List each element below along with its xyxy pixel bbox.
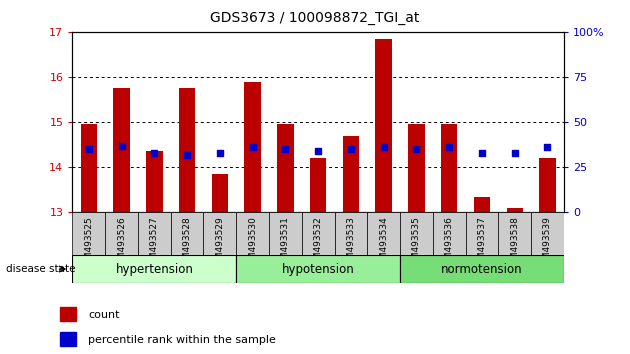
Text: hypotension: hypotension [282, 263, 355, 275]
Bar [179, 88, 195, 212]
Point [84, 147, 94, 152]
Bar [335, 212, 367, 255]
Bar [72, 255, 236, 283]
Bar [236, 212, 269, 255]
Text: GSM493535: GSM493535 [412, 216, 421, 271]
Point [411, 147, 421, 152]
Text: GSM493531: GSM493531 [281, 216, 290, 271]
Bar [498, 212, 531, 255]
Point [280, 147, 290, 152]
Bar [60, 307, 76, 321]
Text: GSM493532: GSM493532 [314, 216, 323, 270]
Text: normotension: normotension [441, 263, 523, 275]
Point [346, 147, 356, 152]
Point [542, 144, 553, 150]
Bar [474, 196, 490, 212]
Bar [277, 124, 294, 212]
Bar [433, 212, 466, 255]
Text: GSM493529: GSM493529 [215, 216, 224, 270]
Bar [244, 81, 261, 212]
Text: count: count [88, 310, 120, 320]
Text: GSM493528: GSM493528 [183, 216, 192, 270]
Point [182, 152, 192, 158]
Bar [367, 212, 400, 255]
Bar [81, 124, 97, 212]
Point [149, 150, 159, 156]
Point [477, 150, 487, 156]
Bar [507, 208, 523, 212]
Point [379, 144, 389, 150]
Bar [375, 39, 392, 212]
Bar [400, 212, 433, 255]
Bar [539, 158, 556, 212]
Text: hypertension: hypertension [115, 263, 193, 275]
Bar [171, 212, 203, 255]
Point [313, 148, 323, 154]
Text: GSM493530: GSM493530 [248, 216, 257, 271]
Bar [531, 212, 564, 255]
Text: GSM493536: GSM493536 [445, 216, 454, 271]
Point [510, 150, 520, 156]
Text: GSM493533: GSM493533 [346, 216, 355, 271]
Bar [343, 136, 359, 212]
Bar [310, 158, 326, 212]
Bar [236, 255, 400, 283]
Text: GSM493534: GSM493534 [379, 216, 388, 270]
Text: GSM493538: GSM493538 [510, 216, 519, 271]
Bar [138, 212, 171, 255]
Text: disease state: disease state [6, 264, 76, 274]
Bar [441, 124, 457, 212]
Bar [72, 212, 105, 255]
Bar [146, 152, 163, 212]
Text: GSM493539: GSM493539 [543, 216, 552, 271]
Text: GSM493526: GSM493526 [117, 216, 126, 270]
Point [248, 144, 258, 150]
Point [117, 143, 127, 148]
Bar [113, 88, 130, 212]
Bar [203, 212, 236, 255]
Text: GSM493537: GSM493537 [478, 216, 486, 271]
Point [444, 144, 454, 150]
Bar [105, 212, 138, 255]
Bar [408, 124, 425, 212]
Text: GDS3673 / 100098872_TGI_at: GDS3673 / 100098872_TGI_at [210, 11, 420, 25]
Bar [269, 212, 302, 255]
Text: GSM493527: GSM493527 [150, 216, 159, 270]
Bar [212, 174, 228, 212]
Bar [60, 332, 76, 346]
Text: GSM493525: GSM493525 [84, 216, 93, 270]
Point [215, 150, 225, 156]
Bar [302, 212, 335, 255]
Bar [466, 212, 498, 255]
Text: percentile rank within the sample: percentile rank within the sample [88, 335, 276, 345]
Bar [400, 255, 564, 283]
